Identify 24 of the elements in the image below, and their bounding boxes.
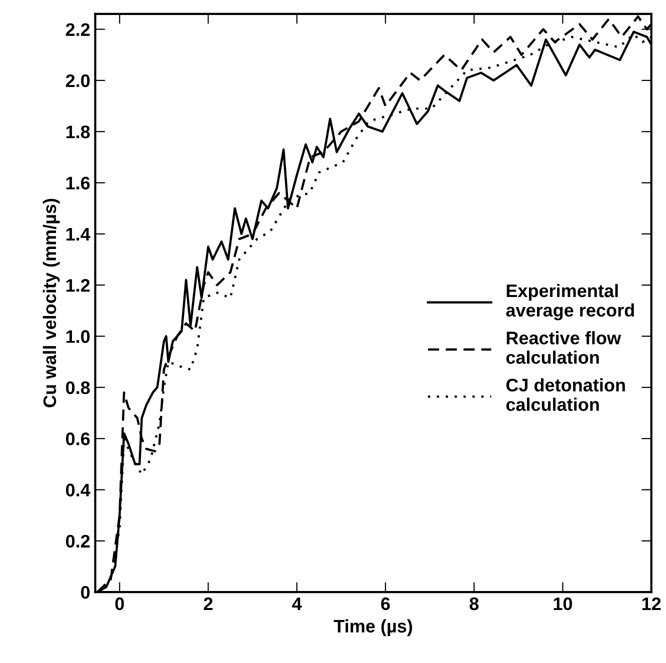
y-tick-label: 0.4 [66,484,90,496]
x-tick-label: 8 [470,597,479,610]
y-tick-label: 1.0 [66,330,90,343]
x-tick-label: 10 [554,597,572,610]
y-tick-label: 1.8 [66,126,90,138]
y-tick-label: 2.0 [66,74,90,88]
y-tick-label: 0 [81,586,90,599]
x-axis-title: Time (µs) [334,619,412,636]
y-tick-label: 1.6 [66,176,90,190]
legend-label: Reactive flow calculation [506,331,622,364]
y-axis-title: Cu wall velocity (mm/µs) [42,198,60,408]
y-tick-label: 0.6 [66,432,90,446]
y-tick-label: 0.2 [66,534,90,548]
legend-label: CJ detonation calculation [506,378,625,411]
x-tick-label: 0 [115,597,124,610]
y-tick-label: 1.4 [66,228,90,240]
x-tick-label: 6 [381,597,390,610]
x-tick-label: 4 [292,598,302,610]
y-tick-label: 1.2 [66,279,90,292]
x-tick-label: 2 [204,597,213,610]
y-tick-label: 0.8 [66,381,90,394]
y-tick-label: 2.2 [66,23,90,36]
x-tick-label: 12 [642,597,661,610]
legend-label: Experimental average record [506,284,634,320]
